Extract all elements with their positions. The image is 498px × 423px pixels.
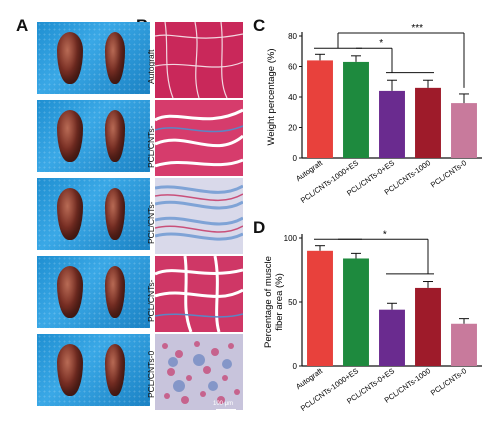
bar-3 [415,287,441,366]
scale-bar-label: 100 μm [213,401,234,407]
histology-image-pcl-cnts-0-es [155,178,243,254]
x-tick-label: Autograft [294,366,325,391]
bar-2 [379,309,405,366]
significance-label: * [379,38,383,49]
panel-letter-d: D [253,218,266,237]
bar-4 [451,103,477,158]
x-tick-label: PCL/CNTs-0 [429,158,468,189]
histology-image-autograft [155,22,243,98]
muscle-photo-pcl-cnts-0 [37,334,150,406]
bar-chart-weight-percentage: 0 20 40 60 80 Weight percentage (%) Autograft P… [266,23,482,205]
y-tick-label: 0 [293,154,298,163]
significance-bracket: * [356,38,393,73]
y-tick-label: 100 [284,234,298,243]
y-tick-label: 20 [288,124,297,133]
muscle-photo-autograft [37,22,150,94]
panel-letter-a: A [16,16,29,35]
bar-0 [307,60,333,158]
scale-bar [216,409,236,411]
significance-bracket: * [314,229,429,274]
bar-chart-muscle-fiber-area: 0 50 100 Percentage of musclefiber area (%)… [263,229,482,413]
y-tick-label: 40 [288,93,297,102]
significance-label: *** [411,23,423,34]
bar-3 [415,87,441,158]
y-axis-label: Percentage of musclefiber area (%) [263,256,285,348]
bar-0 [307,250,333,366]
x-tick-label: Autograft [294,158,325,183]
histology-image-pcl-cnts-1000-es [155,100,243,176]
muscle-photo-pcl-cnts-0-es [37,178,150,250]
muscle-photo-pcl-cnts-1000-es [37,100,150,172]
bar-1 [343,61,369,158]
y-tick-label: 80 [288,32,297,41]
bar-2 [379,90,405,158]
y-axis-label: Weight percentage (%) [266,49,277,146]
muscle-photo-pcl-cnts-1000 [37,256,150,328]
significance-label: * [383,229,387,240]
y-tick-label: 0 [293,362,298,371]
bar-1 [343,258,369,366]
y-tick-label: 60 [288,63,297,72]
x-tick-label: PCL/CNTs-0 [429,366,468,397]
panel-letter-c: C [253,16,266,35]
significance-bracket: *** [314,23,465,88]
histology-image-pcl-cnts-1000 [155,256,243,332]
histology-image-pcl-cnts-0 [155,334,243,410]
y-tick-label: 50 [288,298,297,307]
bar-4 [451,323,477,366]
